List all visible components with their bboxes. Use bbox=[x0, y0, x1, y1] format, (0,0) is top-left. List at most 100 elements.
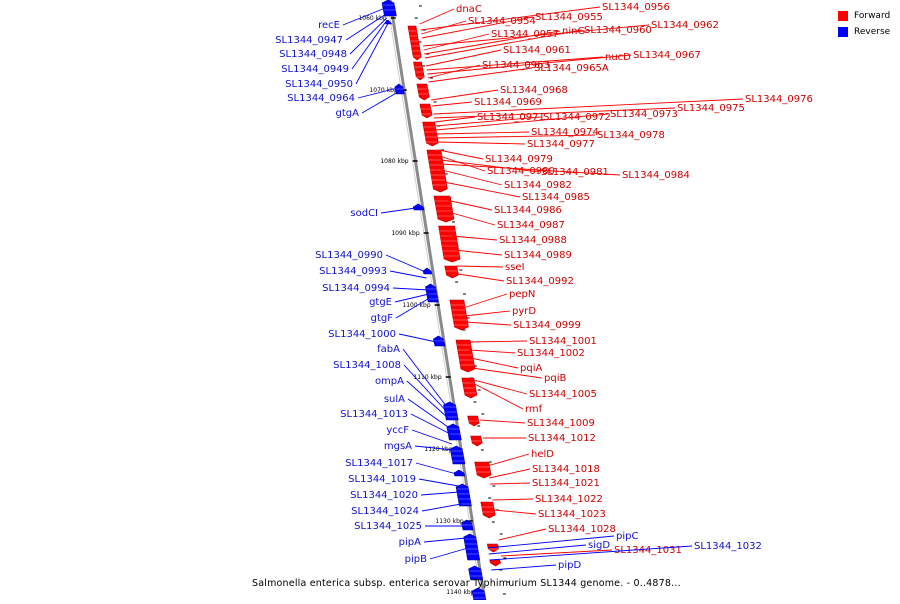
reverse-gene-label: pipB bbox=[405, 554, 427, 565]
forward-leader-line bbox=[464, 310, 511, 317]
forward-gene-label: SL1344_0973 bbox=[610, 109, 678, 120]
forward-gene-label: SL1344_0984 bbox=[622, 170, 690, 181]
reverse-gene-label: SL1344_0964 bbox=[287, 93, 355, 104]
reverse-leader-line bbox=[351, 19, 388, 70]
forward-leader-line bbox=[465, 321, 512, 326]
forward-gene-label: SL1344_0989 bbox=[504, 250, 572, 261]
forward-gene-label: SL1344_1018 bbox=[532, 464, 600, 475]
tick-label: 1120 kbp bbox=[424, 446, 452, 453]
forward-gene-label: SL1344_1021 bbox=[532, 478, 600, 489]
forward-leader-line bbox=[437, 141, 526, 145]
reverse-gene-label: pipD bbox=[558, 560, 581, 571]
forward-gene bbox=[413, 61, 425, 81]
forward-leader-line bbox=[424, 29, 583, 59]
reverse-gene-label: SL1344_0947 bbox=[275, 35, 343, 46]
forward-gene-label: SL1344_0955 bbox=[535, 12, 603, 23]
reverse-gene-label: SL1344_1020 bbox=[350, 490, 418, 501]
forward-leader-line bbox=[435, 116, 542, 127]
reverse-leader-line bbox=[361, 91, 399, 114]
reverse-gene-label: SL1344_1017 bbox=[345, 458, 413, 469]
reverse-gene-label: mgsA bbox=[384, 441, 412, 452]
reverse-swatch bbox=[838, 27, 848, 37]
forward-gene-label: SL1344_0982 bbox=[504, 180, 572, 191]
forward-gene-label: SL1344_1012 bbox=[528, 433, 596, 444]
forward-gene-label: SL1344_1022 bbox=[535, 494, 603, 505]
forward-leader-line bbox=[443, 181, 521, 198]
legend: Forward Reverse bbox=[838, 8, 898, 40]
reverse-gene bbox=[384, 19, 393, 25]
reverse-leader-line bbox=[357, 87, 398, 99]
forward-gene-label: SL1344_0978 bbox=[597, 130, 665, 141]
tick-label: 1080 kbp bbox=[380, 158, 408, 165]
forward-leader-line bbox=[439, 155, 486, 172]
reverse-gene-label: gtgE bbox=[369, 297, 392, 308]
reverse-gene-label: yccF bbox=[386, 425, 409, 436]
forward-leader-line bbox=[490, 482, 531, 485]
forward-gene-label: SL1344_0967 bbox=[633, 50, 701, 61]
forward-leader-line bbox=[493, 509, 537, 515]
forward-gene-label: SL1344_1023 bbox=[538, 509, 606, 520]
reverse-gene bbox=[449, 445, 466, 465]
genome-caption: Salmonella enterica subsp. enterica sero… bbox=[252, 578, 681, 589]
legend-item-forward: Forward bbox=[838, 8, 898, 24]
reverse-leader-line bbox=[415, 462, 457, 475]
forward-gene-label: SL1344_0979 bbox=[485, 154, 553, 165]
reverse-gene bbox=[446, 423, 462, 441]
reverse-leader-line bbox=[403, 364, 448, 413]
reverse-leader-line bbox=[429, 547, 468, 560]
forward-gene-label: SL1344_0963 bbox=[482, 60, 550, 71]
reverse-leader-line bbox=[402, 348, 447, 407]
forward-leader-line bbox=[424, 30, 561, 55]
forward-gene bbox=[419, 103, 433, 119]
forward-gene-label: SL1344_0975 bbox=[677, 103, 745, 114]
reverse-gene-label: ompA bbox=[375, 376, 404, 387]
forward-gene-label: SL1344_0954 bbox=[468, 16, 536, 27]
forward-gene-label: SL1344_0960 bbox=[584, 25, 652, 36]
forward-leader-line bbox=[501, 549, 613, 557]
reverse-leader-line bbox=[345, 13, 387, 41]
reverse-gene-label: SL1344_1024 bbox=[351, 506, 419, 517]
reverse-leader-line bbox=[394, 293, 430, 303]
forward-gene-label: nucD bbox=[605, 52, 631, 63]
reverse-gene-label: SL1344_1025 bbox=[354, 521, 422, 532]
forward-gene-label: SL1344_0986 bbox=[494, 205, 562, 216]
reverse-gene-label: sodCI bbox=[350, 208, 378, 219]
forward-leader-line bbox=[427, 54, 632, 75]
forward-leader-line bbox=[489, 468, 531, 479]
forward-gene bbox=[480, 501, 496, 519]
forward-gene-label: SL1344_0961 bbox=[503, 45, 571, 56]
tick-label: 1060 kbp bbox=[358, 15, 386, 22]
forward-leader-line bbox=[474, 383, 524, 410]
reverse-gene-label: SL1344_1032 bbox=[694, 541, 762, 552]
reverse-gene bbox=[412, 203, 425, 211]
reverse-leader-line bbox=[411, 429, 453, 445]
reverse-gene-label: pipA bbox=[399, 537, 421, 548]
forward-gene-label: SL1344_0987 bbox=[497, 220, 565, 231]
forward-leader-line bbox=[421, 20, 467, 35]
forward-leader-line bbox=[480, 419, 526, 424]
forward-leader-line bbox=[436, 131, 530, 135]
reverse-gene-label: SL1344_0948 bbox=[279, 49, 347, 60]
reverse-leader-line bbox=[355, 23, 389, 85]
reverse-gene bbox=[463, 533, 481, 561]
forward-gene-label: SL1344_0977 bbox=[527, 139, 595, 150]
forward-leader-line bbox=[469, 349, 516, 354]
forward-leader-line bbox=[457, 273, 505, 282]
reverse-leader-line bbox=[395, 297, 430, 319]
forward-gene-label: SL1344_0974 bbox=[531, 127, 599, 138]
forward-gene bbox=[422, 121, 439, 147]
reverse-leader-line bbox=[487, 535, 615, 549]
forward-gene-label: SL1344_0985 bbox=[522, 192, 590, 203]
reverse-gene-label: SL1344_1019 bbox=[348, 474, 416, 485]
forward-leader-line bbox=[433, 98, 744, 115]
reverse-gene bbox=[453, 469, 466, 477]
reverse-leader-line bbox=[385, 254, 426, 273]
forward-leader-line bbox=[472, 367, 543, 379]
reverse-leader-line bbox=[349, 17, 388, 55]
forward-leader-line bbox=[435, 113, 609, 131]
forward-leader-line bbox=[492, 498, 534, 501]
forward-gene-label: SL1344_0971 bbox=[477, 112, 545, 123]
forward-gene-label: SL1344_0962 bbox=[651, 20, 719, 31]
forward-swatch bbox=[838, 11, 848, 21]
